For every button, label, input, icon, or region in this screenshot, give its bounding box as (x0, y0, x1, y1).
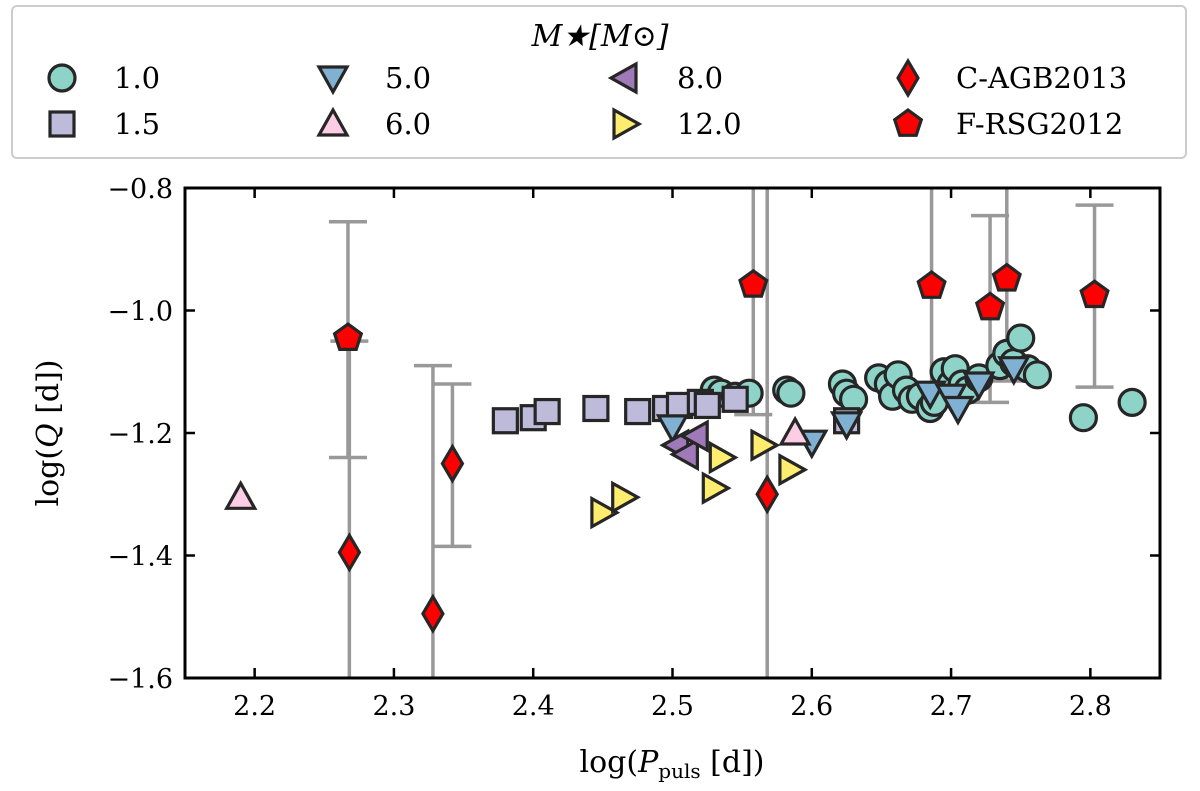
data-point (916, 270, 947, 299)
data-point (750, 428, 781, 462)
data-point (582, 394, 610, 423)
data-point (1006, 323, 1036, 353)
x-tick-label: 2.6 (790, 691, 833, 722)
data-point (590, 495, 621, 530)
data-point (655, 414, 690, 445)
x-tick-label: 2.2 (233, 691, 276, 722)
x-tick-label: 2.4 (512, 691, 555, 722)
y-tick-label: −1.6 (107, 664, 173, 695)
legend: M★[M⊙] 1.0 1.5 5.0 6.0 8.0 12.0 C-AGB2013 F-RSG… (11, 5, 1187, 159)
data-point (738, 268, 769, 298)
error-bars (328, 188, 1114, 678)
axis-ticks: 2.2 2.3 2.4 2.5 2.6 2.7 2.8 −1.6 −1.4 −1.2 −1.0 −0.… (107, 174, 1160, 722)
legend-label: C-AGB2013 (956, 61, 1127, 95)
x-axis-title: log(Ppuls [d]) (580, 745, 765, 783)
data-point (332, 322, 364, 351)
x-tick-label: 2.8 (1069, 691, 1112, 722)
data-point (693, 391, 721, 420)
data-markers (223, 262, 1147, 634)
legend-marker (316, 65, 350, 96)
data-point (1068, 403, 1098, 433)
legend-marker (47, 63, 77, 93)
data-point (491, 407, 519, 435)
legend-marker (48, 110, 76, 138)
data-point (778, 452, 809, 487)
data-point (829, 411, 864, 442)
data-point (941, 395, 975, 426)
legend-marker (896, 57, 920, 99)
legend-marker (316, 106, 350, 137)
data-point (962, 371, 996, 402)
data-point (223, 480, 258, 510)
legend-label: 8.0 (677, 61, 723, 95)
data-point (337, 532, 362, 573)
y-tick-label: −1.4 (107, 542, 173, 573)
y-tick-label: −0.8 (107, 174, 173, 205)
data-point (669, 437, 700, 472)
data-point (421, 593, 445, 634)
legend-label: 5.0 (385, 61, 431, 95)
legend-marker (892, 108, 924, 137)
legend-marker (607, 61, 638, 95)
x-tick-label: 2.3 (372, 691, 415, 722)
data-point (974, 291, 1006, 321)
axes-frame (183, 186, 1162, 680)
data-point (708, 440, 739, 475)
legend-frame (11, 5, 1187, 159)
legend-entries: 1.0 1.5 5.0 6.0 8.0 12.0 C-AGB2013 F-RSG2012 (47, 57, 1127, 141)
data-point (611, 480, 641, 515)
legend-label: 1.0 (114, 61, 160, 95)
data-point (721, 385, 749, 413)
x-tick-label: 2.5 (651, 691, 694, 722)
data-point (440, 443, 465, 484)
legend-marker (612, 107, 643, 141)
data-point (701, 471, 732, 505)
x-tick-label: 2.7 (930, 691, 973, 722)
data-point (678, 419, 709, 453)
data-point (991, 262, 1022, 292)
data-point (1079, 279, 1110, 309)
legend-label: F-RSG2012 (956, 107, 1123, 141)
data-point (755, 474, 780, 515)
legend-title: M★[M⊙] (531, 19, 669, 54)
y-axis-title: log(Q [d]) (31, 359, 66, 506)
data-point (533, 397, 561, 426)
plot-area: 2.2 2.3 2.4 2.5 2.6 2.7 2.8 −1.6 −1.4 −1.2 −1.0 −0.… (107, 174, 1162, 722)
y-tick-label: −1.0 (107, 297, 173, 328)
legend-label: 6.0 (385, 107, 431, 141)
legend-label: 12.0 (677, 107, 742, 141)
data-point (778, 415, 812, 446)
legend-label: 1.5 (114, 107, 160, 141)
data-point (624, 397, 652, 426)
data-point (776, 378, 806, 408)
data-point (1117, 387, 1147, 417)
y-tick-label: −1.2 (107, 419, 173, 450)
data-point (1022, 360, 1053, 390)
data-point (997, 356, 1031, 386)
